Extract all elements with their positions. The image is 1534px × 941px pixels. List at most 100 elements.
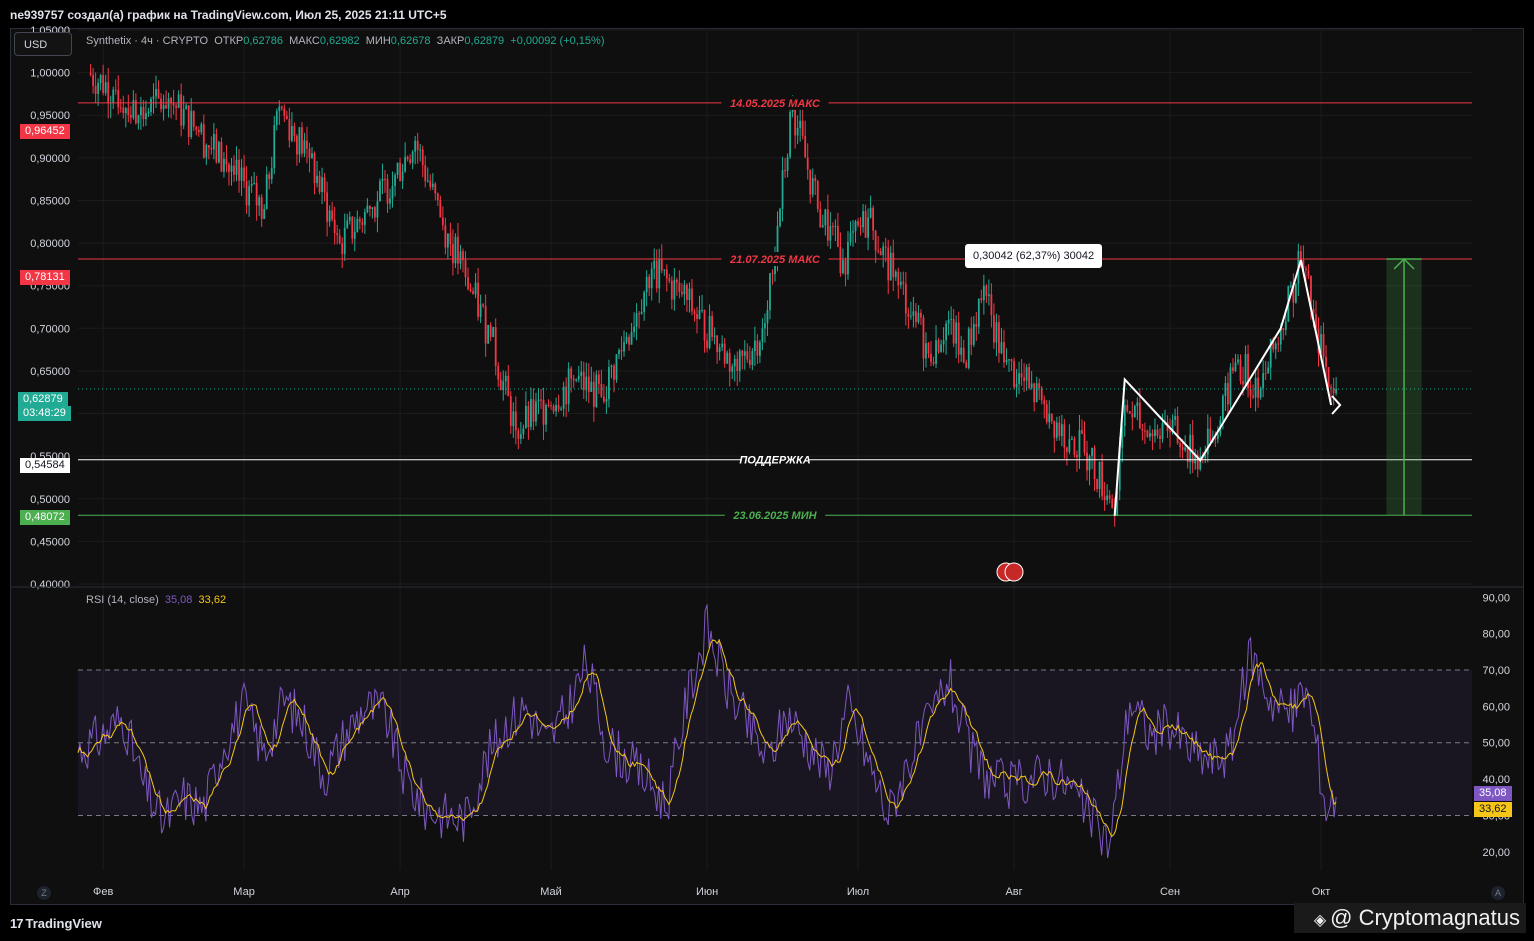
candle-body (1126, 405, 1129, 412)
y-tick-label: 0,45000 (30, 536, 70, 548)
candle-body (89, 72, 92, 75)
candle-body (640, 311, 643, 314)
candle-body (847, 241, 849, 275)
candle-body (175, 105, 178, 108)
candle-body (1003, 342, 1005, 363)
candle-body (170, 98, 173, 104)
candle-body (165, 105, 167, 109)
candle-body (1259, 387, 1262, 398)
candle-body (265, 174, 268, 209)
candle-body (849, 232, 852, 242)
candle-body (293, 125, 296, 136)
candle-body (633, 326, 635, 332)
candle-body (887, 247, 890, 281)
candle-body (1151, 433, 1154, 437)
candle-body (497, 366, 500, 380)
candle-body (391, 186, 394, 199)
price-legend: Synthetix · 4ч · CRYPTO ОТКР0,62786 МАКС… (86, 35, 604, 47)
candle-body (228, 164, 230, 172)
candle-body (285, 115, 288, 120)
candle-body (587, 376, 590, 392)
candle-body (1254, 377, 1257, 398)
candle-body (182, 109, 185, 126)
candle-body (894, 271, 897, 278)
candle-body (945, 323, 948, 341)
candle-body (308, 148, 311, 158)
candle-body (1060, 424, 1063, 437)
candle-body (248, 186, 251, 206)
auto-scale-button[interactable]: A (1491, 886, 1505, 900)
candle-body (263, 208, 266, 219)
currency-button[interactable]: USD (14, 32, 72, 56)
candle-body (582, 371, 585, 391)
candle-body (731, 366, 734, 372)
candle-body (1257, 377, 1260, 398)
candle-body (494, 327, 497, 367)
candle-body (1063, 424, 1066, 448)
candle-body (751, 351, 754, 365)
y-tick-label: 0,85000 (30, 195, 70, 207)
candle-body (864, 211, 867, 238)
candle-body (796, 128, 799, 136)
candle-body (1171, 419, 1174, 433)
candle-body (449, 233, 452, 245)
candle-body (1154, 429, 1156, 437)
candle-body (147, 111, 150, 114)
rsi-line (77, 604, 1337, 859)
candle-body (550, 405, 552, 407)
candle-body (967, 328, 970, 368)
candle-body (1292, 285, 1295, 303)
y-tick-label: 0,65000 (30, 366, 70, 378)
rsi-legend-value: 35,08 (164, 594, 193, 606)
candle-body (223, 158, 225, 172)
candle-body (675, 279, 678, 283)
candle-body (1320, 334, 1322, 353)
candle-body (401, 171, 404, 181)
candle-body (1055, 422, 1058, 438)
candle-body (982, 285, 985, 301)
candle-body (1181, 447, 1184, 450)
candle-body (809, 169, 812, 195)
candle-body (942, 340, 945, 345)
candle-body (1179, 443, 1182, 448)
candle-body (127, 108, 130, 116)
candle-body (356, 218, 359, 232)
level-label-bg (721, 95, 829, 110)
candle-body (723, 343, 726, 364)
x-tick-label: Июл (847, 886, 869, 898)
candle-body (1096, 479, 1098, 489)
legend-high-label: МАКС (289, 35, 320, 47)
candle-body (321, 177, 323, 192)
y-tick-label: 0,50000 (30, 494, 70, 506)
candle-body (663, 269, 666, 271)
zoom-left-button[interactable]: Z (37, 886, 51, 900)
candle-body (605, 399, 608, 402)
candle-body (882, 246, 885, 256)
watermark: ◈ @ Cryptomagnatus (1294, 903, 1526, 933)
candle-body (384, 178, 386, 180)
candle-body (275, 111, 278, 126)
candle-body (1252, 395, 1254, 398)
candle-body (1028, 367, 1031, 388)
candle-body (771, 273, 774, 275)
candle-body (469, 289, 472, 292)
candle-body (1025, 367, 1028, 381)
tradingview-logo[interactable]: 17 TradingView (10, 916, 102, 931)
candle-body (844, 260, 847, 275)
candle-body (1272, 339, 1275, 350)
candle-body (686, 284, 688, 300)
candle-body (363, 212, 366, 225)
candle-body (361, 221, 364, 225)
candle-body (907, 313, 910, 317)
candle-body (952, 319, 955, 344)
candle-body (1156, 429, 1159, 436)
candle-body (678, 282, 681, 292)
candle-body (743, 351, 746, 356)
rsi-y-tick-label: 80,00 (1482, 629, 1510, 641)
x-tick-label: Окт (1312, 886, 1331, 898)
candle-body (524, 405, 527, 429)
candle-body (245, 181, 248, 206)
candle-body (615, 354, 618, 380)
candle-body (708, 316, 711, 348)
